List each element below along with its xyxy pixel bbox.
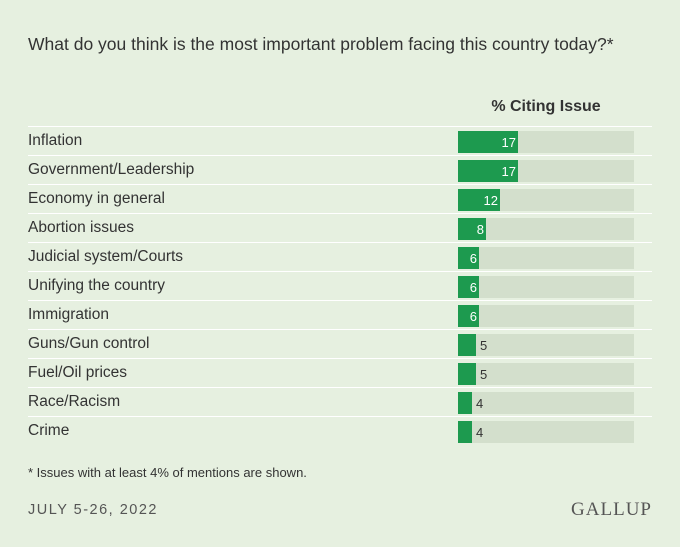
category-label: Government/Leadership — [28, 161, 195, 178]
table-row: Abortion issues 8 — [28, 213, 652, 242]
bar-track: 4 — [458, 392, 634, 414]
bar-track: 4 — [458, 421, 634, 443]
table-row: Judicial system/Courts 6 — [28, 242, 652, 271]
data-label: 17 — [501, 164, 516, 179]
bar — [458, 334, 476, 356]
data-label: 4 — [476, 396, 484, 411]
data-label: 17 — [501, 135, 516, 150]
data-label: 6 — [469, 251, 477, 266]
category-label: Guns/Gun control — [28, 335, 150, 352]
table-row: Immigration 6 — [28, 300, 652, 329]
table-row: Economy in general 12 — [28, 184, 652, 213]
bar — [458, 392, 472, 414]
bar — [458, 305, 479, 327]
bar — [458, 160, 518, 182]
bar-track: 6 — [458, 276, 634, 298]
bar — [458, 189, 500, 211]
data-label: 8 — [476, 222, 484, 237]
data-label: 4 — [476, 425, 484, 440]
bar — [458, 363, 476, 385]
bar-track: 5 — [458, 363, 634, 385]
category-label: Crime — [28, 422, 70, 439]
category-label: Immigration — [28, 306, 109, 323]
table-row: Crime 4 — [28, 416, 652, 445]
category-label: Judicial system/Courts — [28, 248, 184, 265]
bar-track: 5 — [458, 334, 634, 356]
footnote: * Issues with at least 4% of mentions ar… — [28, 465, 307, 480]
column-header: % Citing Issue — [491, 98, 601, 115]
bar-track: 12 — [458, 189, 634, 211]
bar — [458, 276, 479, 298]
bar-track: 6 — [458, 247, 634, 269]
data-label: 6 — [469, 280, 477, 295]
bar-track: 6 — [458, 305, 634, 327]
data-label: 12 — [483, 193, 498, 208]
table-row: Government/Leadership 17 — [28, 155, 652, 184]
bar-track: 17 — [458, 160, 634, 182]
survey-date: JULY 5-26, 2022 — [28, 502, 158, 518]
category-label: Inflation — [28, 132, 83, 149]
bar-track: 8 — [458, 218, 634, 240]
table-row: Inflation 17 — [28, 126, 652, 155]
table-row: Guns/Gun control 5 — [28, 329, 652, 358]
category-label: Abortion issues — [28, 219, 134, 236]
category-label: Unifying the country — [28, 277, 165, 294]
bar — [458, 131, 518, 153]
bar — [458, 421, 472, 443]
chart-title: What do you think is the most important … — [28, 34, 614, 54]
bar — [458, 247, 479, 269]
bar-track: 17 — [458, 131, 634, 153]
category-label: Race/Racism — [28, 393, 121, 410]
bar — [458, 218, 486, 240]
table-row: Fuel/Oil prices 5 — [28, 358, 652, 387]
data-label: 6 — [469, 309, 477, 324]
data-label: 5 — [480, 338, 488, 353]
table-row: Race/Racism 4 — [28, 387, 652, 416]
data-label: 5 — [480, 367, 488, 382]
category-label: Economy in general — [28, 190, 165, 207]
gallup-logo: GALLUP — [571, 499, 652, 520]
table-row: Unifying the country 6 — [28, 271, 652, 300]
category-label: Fuel/Oil prices — [28, 364, 128, 381]
